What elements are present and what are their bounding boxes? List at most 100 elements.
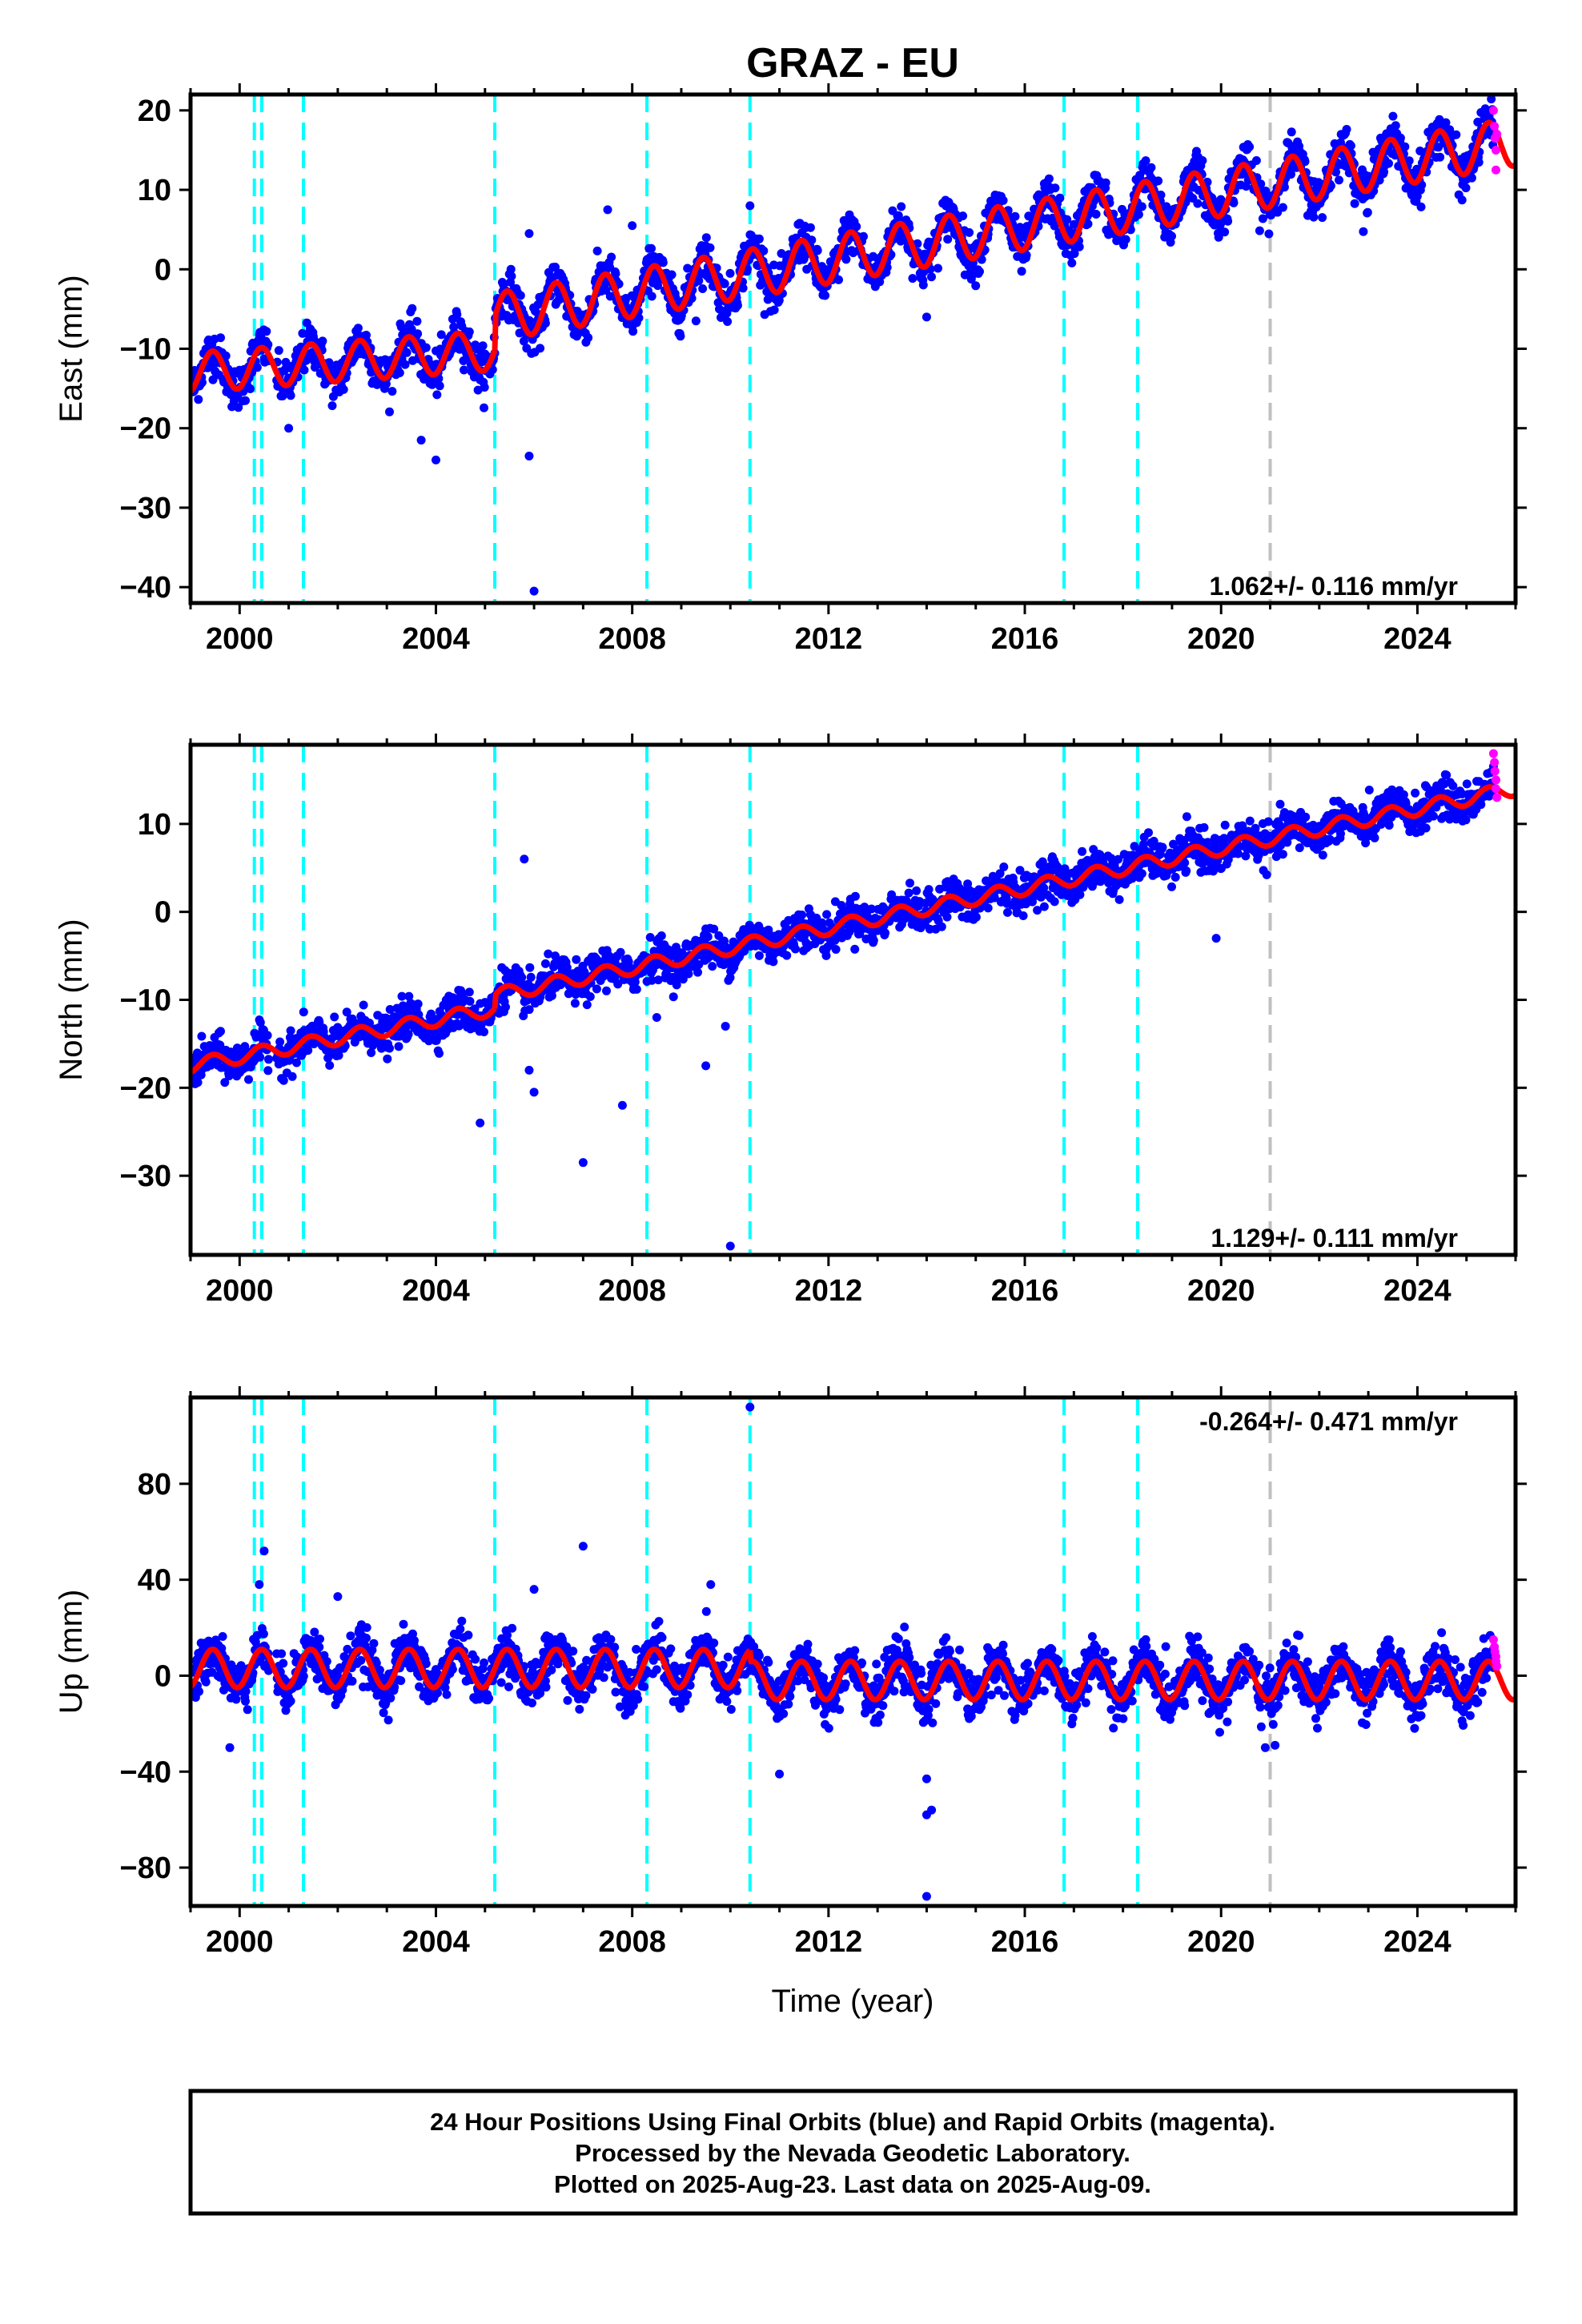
final-orbit-point	[995, 869, 1005, 879]
final-orbit-point	[1262, 870, 1271, 879]
final-orbit-point	[526, 972, 536, 982]
final-orbit-point	[540, 319, 550, 328]
final-orbit-point	[647, 292, 656, 301]
final-orbit-point	[632, 984, 641, 994]
final-orbit-point	[602, 986, 611, 995]
final-orbit-point	[1388, 111, 1398, 121]
final-orbit-point	[519, 336, 528, 346]
final-orbit-point	[1182, 866, 1191, 875]
final-orbit-point	[255, 1018, 265, 1027]
final-orbit-point	[754, 951, 764, 960]
final-orbit-point	[1144, 828, 1153, 838]
final-orbit-point	[733, 300, 742, 310]
final-orbit-point	[480, 383, 489, 392]
final-orbit-point	[1241, 851, 1251, 861]
final-orbit-point	[234, 403, 243, 412]
final-orbit-point	[1233, 849, 1243, 858]
final-orbit-point	[318, 336, 327, 346]
final-orbit-point	[653, 281, 663, 291]
final-orbit-point	[1074, 242, 1084, 251]
final-orbit-point	[656, 931, 666, 940]
final-orbit-point	[1015, 866, 1025, 875]
final-orbit-point	[339, 384, 348, 394]
outlier-point	[1211, 934, 1221, 943]
final-orbit-point	[383, 1054, 392, 1063]
final-orbit-point	[1134, 210, 1143, 219]
final-orbit-point	[698, 284, 708, 293]
final-orbit-point	[1295, 843, 1304, 853]
final-orbit-point	[299, 1007, 308, 1017]
final-orbit-point	[264, 1055, 273, 1064]
final-orbit-point	[525, 963, 535, 972]
final-orbit-points	[191, 762, 1498, 1088]
final-orbit-point	[850, 891, 860, 901]
final-orbit-point	[1258, 214, 1267, 223]
final-orbit-point	[918, 280, 928, 290]
final-orbit-point	[400, 360, 410, 369]
final-orbit-point	[1219, 834, 1229, 843]
final-orbit-point	[905, 879, 914, 888]
final-orbit-point	[667, 270, 677, 279]
final-orbit-point	[381, 379, 391, 388]
plot-frame	[188, 92, 1518, 605]
final-orbit-point	[395, 368, 404, 377]
final-orbit-point	[1039, 883, 1049, 893]
final-orbit-point	[1220, 820, 1230, 830]
outlier-point	[745, 201, 755, 211]
final-orbit-point	[585, 992, 595, 1001]
final-orbit-point	[404, 1030, 413, 1039]
final-orbit-point	[1062, 215, 1072, 224]
final-orbit-point	[1198, 156, 1207, 165]
final-orbit-point	[1309, 212, 1319, 222]
final-orbit-point	[516, 291, 525, 300]
final-orbit-point	[592, 984, 601, 994]
final-orbit-point	[413, 999, 423, 1009]
final-orbit-point	[334, 1051, 343, 1060]
final-orbit-point	[1457, 195, 1467, 205]
final-orbit-point	[999, 862, 1009, 871]
final-orbit-point	[544, 949, 553, 959]
final-orbit-point	[701, 233, 711, 243]
outlier-point	[603, 205, 612, 215]
final-orbit-point	[1114, 854, 1123, 864]
final-orbit-point	[965, 227, 974, 237]
final-orbit-point	[943, 235, 953, 244]
final-orbit-point	[1287, 127, 1296, 137]
final-orbit-point	[821, 951, 831, 960]
rapid-orbit-point	[1492, 130, 1502, 139]
final-orbit-point	[455, 1021, 464, 1031]
final-orbit-point	[1067, 258, 1077, 267]
final-orbit-point	[1018, 911, 1028, 920]
final-orbit-point	[1279, 183, 1289, 192]
final-orbit-point	[506, 264, 516, 274]
final-orbit-point	[1156, 191, 1166, 199]
final-orbit-point	[867, 904, 877, 914]
final-orbit-point	[1022, 251, 1031, 260]
final-orbit-point	[1256, 179, 1266, 189]
final-orbit-point	[394, 1042, 404, 1051]
final-orbit-point	[1044, 174, 1054, 183]
final-orbit-point	[287, 1072, 297, 1081]
outlier-point	[524, 1065, 534, 1075]
model-fit-curve	[492, 119, 1516, 351]
rapid-orbit-point	[1491, 784, 1500, 794]
final-orbit-point	[303, 1046, 313, 1055]
final-orbit-point	[869, 935, 878, 945]
final-orbit-point	[647, 975, 656, 985]
final-orbit-point	[432, 390, 442, 400]
final-orbit-point	[1462, 779, 1472, 789]
y-tick-label: −10	[120, 333, 171, 367]
final-orbit-point	[216, 333, 225, 343]
final-orbit-point	[703, 932, 713, 942]
final-orbit-point	[1421, 823, 1431, 833]
final-orbit-point	[904, 888, 913, 898]
outlier-point	[725, 1241, 735, 1251]
final-orbit-point	[262, 327, 271, 336]
final-orbit-point	[628, 327, 638, 336]
final-orbit-point	[1336, 829, 1345, 838]
final-orbit-point	[524, 1005, 534, 1015]
final-orbit-point	[517, 973, 527, 982]
final-orbit-point	[367, 1048, 376, 1057]
final-orbit-point	[927, 272, 936, 282]
final-orbit-point	[1083, 219, 1093, 229]
